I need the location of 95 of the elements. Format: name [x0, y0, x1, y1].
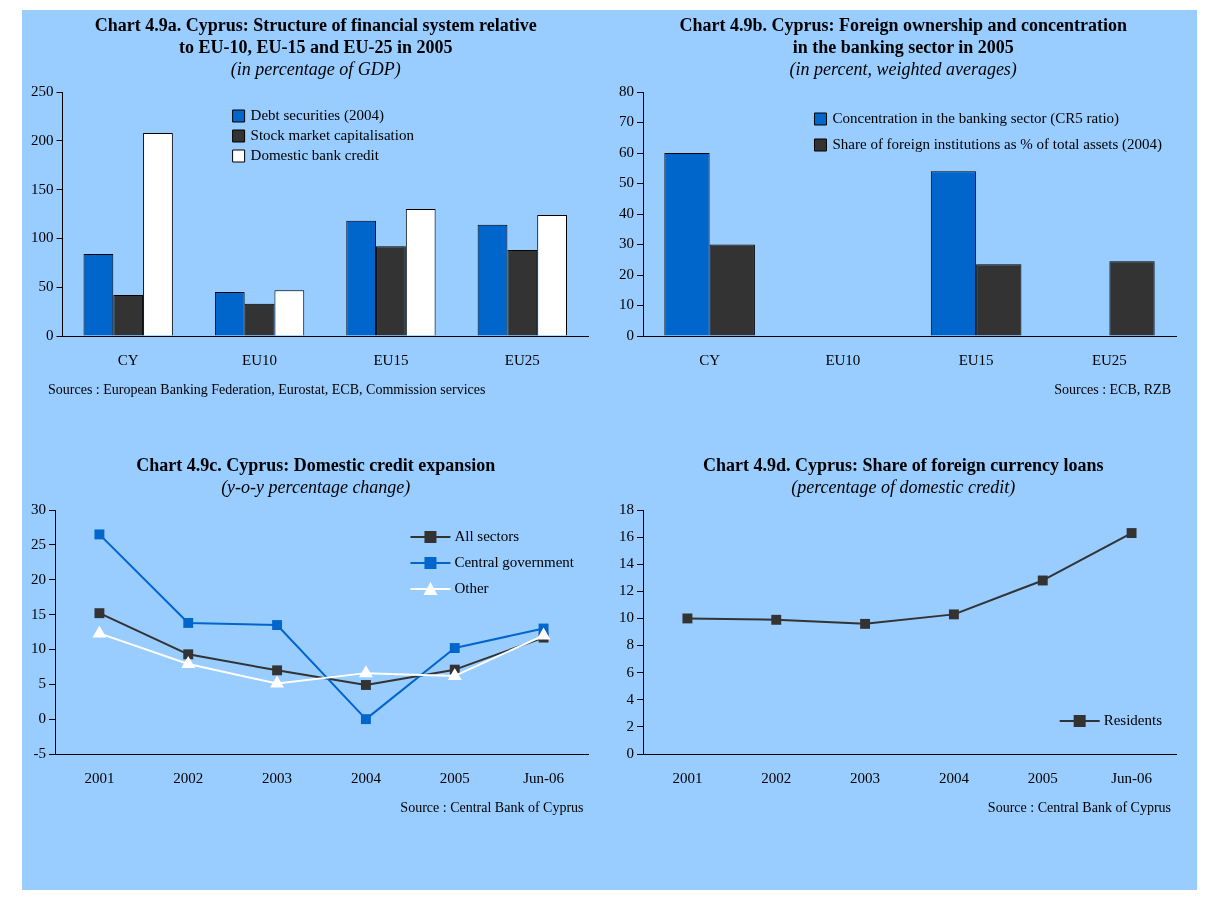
legend-label: Domestic bank credit	[250, 146, 380, 163]
y-tick-label: 30	[618, 235, 634, 252]
point	[272, 665, 283, 676]
x-tick-label: 2005	[1027, 769, 1058, 786]
legend-label: Concentration in the banking sector (CR5 ratio)	[831, 109, 1119, 127]
y-tick-label: 16	[618, 528, 634, 545]
point	[360, 714, 371, 725]
x-tick-label: CY	[117, 351, 139, 368]
x-tick-label: Jun-06	[523, 769, 565, 786]
x-tick-label: 2004	[938, 769, 969, 786]
point	[272, 620, 283, 630]
y-tick-label: 2	[626, 717, 634, 734]
y-tick-label: 40	[618, 204, 634, 221]
y-tick-label: 100	[31, 229, 54, 246]
y-tick-label: 5	[38, 675, 46, 692]
y-tick-label: 25	[31, 535, 46, 552]
y-tick-label: 200	[31, 131, 54, 148]
y-tick-label: 80	[618, 82, 634, 99]
point	[92, 625, 107, 638]
y-tick-label: 4	[626, 690, 634, 707]
point	[948, 609, 959, 620]
x-tick-label: EU15	[958, 351, 994, 368]
point	[859, 618, 870, 629]
legend-label: Stock market capitalisation	[250, 126, 415, 143]
legend-label: Other	[454, 579, 489, 596]
legend-label: Share of foreign institutions as % of total assets (2004)	[831, 135, 1162, 153]
legend-label: Central government	[454, 553, 575, 570]
y-tick-label: 18	[618, 500, 634, 517]
x-tick-label: EU10	[824, 351, 860, 368]
chart-title: Chart 4.9d. Cyprus: Share of foreign currency loans	[702, 454, 1105, 476]
legend-label: Residents	[1103, 711, 1162, 728]
legend-label: Debt securities (2004)	[250, 106, 384, 124]
y-tick-label: 10	[618, 296, 634, 313]
point	[94, 529, 105, 540]
y-tick-label: 30	[31, 500, 46, 517]
x-tick-label: 2001	[84, 769, 115, 786]
chart-subtitle: (in percent, weighted averages)	[788, 58, 1018, 80]
y-tick-label: 8	[626, 636, 634, 653]
point	[1126, 528, 1137, 538]
source-note: Source : Central Bank of Cyprus	[399, 799, 585, 817]
y-tick-label: 20	[31, 570, 46, 587]
chart-title: Chart 4.9c. Cyprus: Domestic credit expansion	[135, 454, 497, 476]
y-tick-label: 10	[618, 609, 634, 626]
point	[270, 675, 285, 688]
point	[447, 667, 462, 680]
x-tick-label: 2005	[439, 769, 470, 786]
x-tick-label: EU25	[1091, 351, 1127, 368]
x-tick-label: EU15	[373, 351, 409, 368]
point	[1037, 575, 1048, 586]
x-tick-label: 2003	[262, 769, 293, 786]
x-tick-label: EU25	[504, 351, 540, 368]
chart-subtitle: (y-o-y percentage change)	[220, 476, 412, 498]
x-tick-label: Jun-06	[1110, 769, 1152, 786]
y-tick-label: 60	[618, 143, 634, 160]
point	[536, 627, 551, 640]
x-tick-label: 2002	[173, 769, 204, 786]
point	[449, 643, 460, 653]
source-note: Sources : European Banking Federation, Eurostat, ECB, Commission services	[47, 381, 487, 399]
point	[358, 665, 373, 678]
point	[183, 649, 194, 660]
source-note: Source : Central Bank of Cyprus	[986, 799, 1172, 817]
y-tick-label: 0	[46, 326, 54, 343]
y-tick-label: 14	[618, 555, 634, 572]
x-tick-label: EU10	[242, 351, 278, 368]
x-tick-label: 2004	[350, 769, 382, 786]
x-tick-label: 2003	[849, 769, 880, 786]
chart-title: Chart 4.9a. Cyprus: Structure of financial system relative to EU-10, EU-15 and EU-25 in 2005	[93, 14, 538, 58]
point	[94, 608, 105, 619]
y-tick-label: 20	[618, 265, 634, 282]
y-tick-label: 150	[31, 180, 54, 197]
source-note: Sources : ECB, RZB	[1053, 381, 1172, 399]
y-tick-label: 0	[626, 744, 634, 761]
x-tick-label: 2001	[671, 769, 702, 786]
point	[681, 613, 692, 624]
point	[183, 617, 194, 628]
x-tick-label: CY	[698, 351, 720, 368]
y-tick-label: 10	[31, 640, 46, 657]
y-tick-label: -5	[33, 744, 46, 761]
y-tick-label: 0	[38, 710, 46, 727]
y-tick-label: 50	[618, 174, 634, 191]
y-tick-label: 70	[618, 113, 634, 130]
point	[770, 614, 781, 625]
legend-label: All sectors	[454, 527, 520, 544]
point	[360, 680, 371, 690]
chart-title: Chart 4.9b. Cyprus: Foreign ownership and concentration in the banking sector in 2005	[678, 14, 1129, 58]
y-tick-label: 15	[31, 605, 46, 622]
y-tick-label: 6	[626, 663, 634, 680]
y-tick-label: 12	[618, 582, 634, 599]
x-tick-label: 2002	[760, 769, 791, 786]
point	[181, 656, 196, 669]
y-tick-label: 250	[31, 82, 54, 99]
chart-subtitle: (percentage of domestic credit)	[790, 476, 1017, 498]
chart-subtitle: (in percentage of GDP)	[229, 58, 402, 80]
y-tick-label: 0	[626, 326, 634, 343]
y-tick-label: 50	[38, 278, 54, 295]
